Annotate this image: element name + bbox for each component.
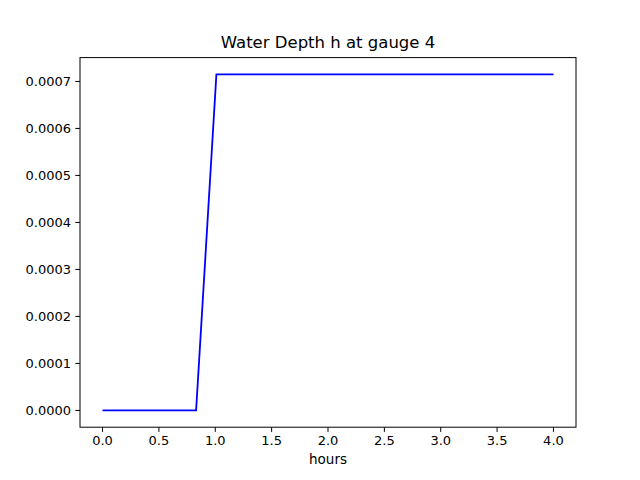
- y-tick-label: 0.0006: [26, 121, 72, 136]
- y-tick-label: 0.0007: [26, 74, 72, 89]
- plot-border: [80, 58, 576, 428]
- y-tick-label: 0.0002: [26, 309, 72, 324]
- x-tick-label: 0.5: [149, 433, 170, 448]
- x-tick-label: 2.0: [318, 433, 339, 448]
- y-tick-label: 0.0000: [26, 403, 72, 418]
- y-tick-label: 0.0005: [26, 168, 72, 183]
- x-tick-label: 1.0: [205, 433, 226, 448]
- series-line: [103, 74, 554, 410]
- y-tick-label: 0.0003: [26, 262, 72, 277]
- x-tick-label: 0.0: [92, 433, 113, 448]
- y-tick-label: 0.0004: [26, 215, 72, 230]
- x-tick-label: 3.5: [487, 433, 508, 448]
- x-tick-label: 3.0: [430, 433, 451, 448]
- x-tick-label: 2.5: [374, 433, 395, 448]
- x-axis-label: hours: [309, 451, 347, 467]
- line-chart: 0.0 0.5 1.0 1.5 2.0 2.5 3.0 3.5 4.0 0.0000 0.0001 0…: [0, 0, 640, 480]
- x-tick-label: 1.5: [261, 433, 282, 448]
- y-tick-label: 0.0001: [26, 356, 72, 371]
- chart-title: Water Depth h at gauge 4: [221, 33, 435, 52]
- x-tick-label: 4.0: [543, 433, 564, 448]
- figure: 0.0 0.5 1.0 1.5 2.0 2.5 3.0 3.5 4.0 0.0000 0.0001 0…: [0, 0, 640, 480]
